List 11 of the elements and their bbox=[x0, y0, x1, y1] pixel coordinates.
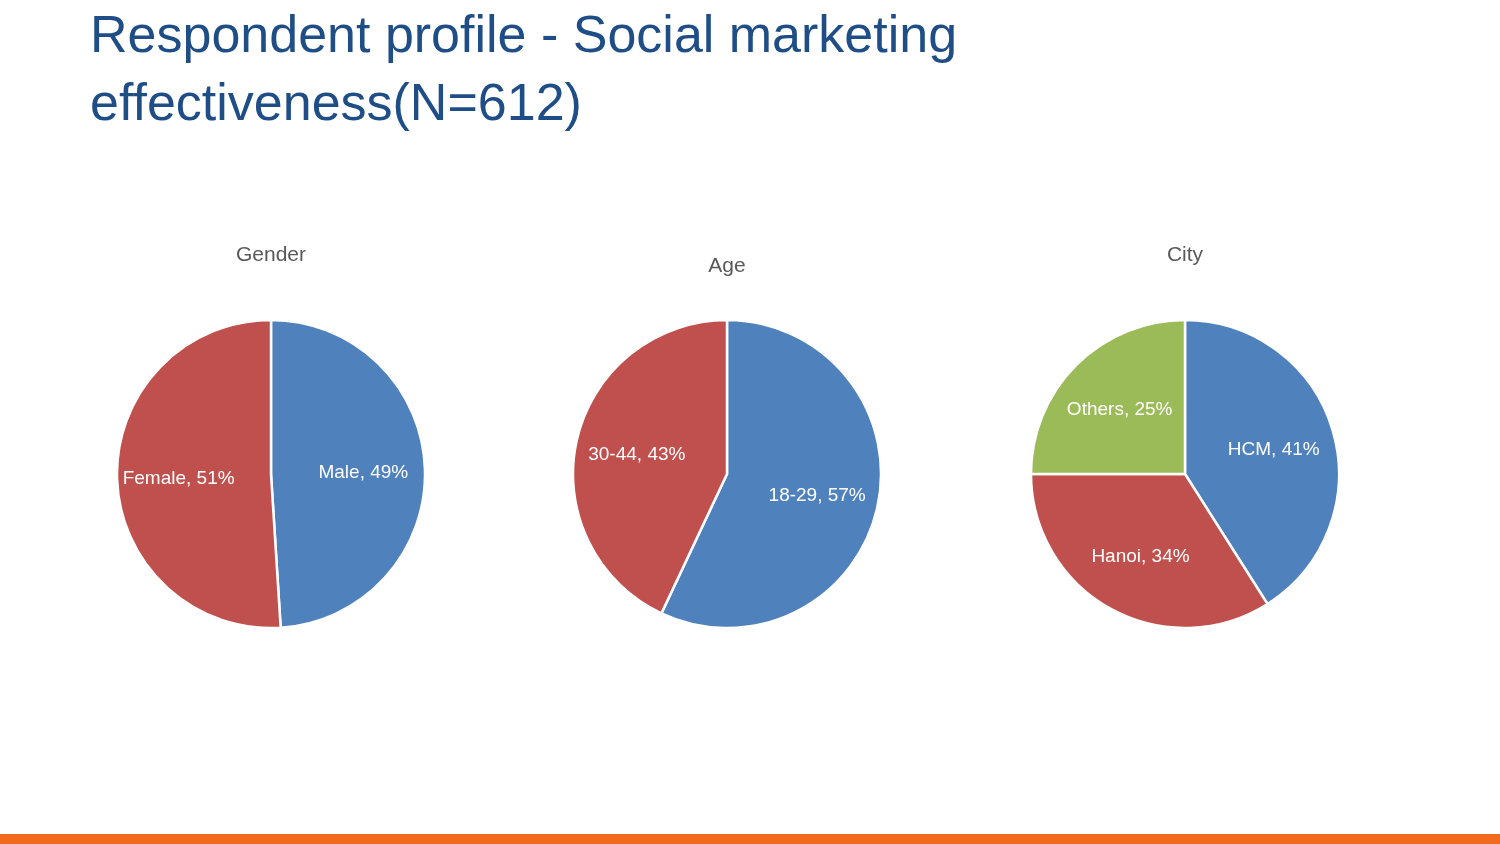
slice-label: 18-29, 57% bbox=[768, 483, 866, 505]
slice-label: HCM, 41% bbox=[1227, 437, 1320, 459]
chart-subtitle: City bbox=[1166, 242, 1204, 265]
slice-label: Hanoi, 34% bbox=[1091, 544, 1190, 566]
chart-subtitle: Age bbox=[708, 253, 746, 276]
slice-label: Female, 51% bbox=[122, 466, 235, 488]
slice-label: 30-44, 43% bbox=[588, 443, 686, 465]
chart-title: Respondent profile - Social marketing effectiveness(N=612) bbox=[90, 5, 958, 131]
slice-label: Male, 49% bbox=[318, 460, 409, 482]
chart-subtitle: Gender bbox=[235, 242, 307, 265]
slice-label: Others, 25% bbox=[1066, 398, 1173, 420]
